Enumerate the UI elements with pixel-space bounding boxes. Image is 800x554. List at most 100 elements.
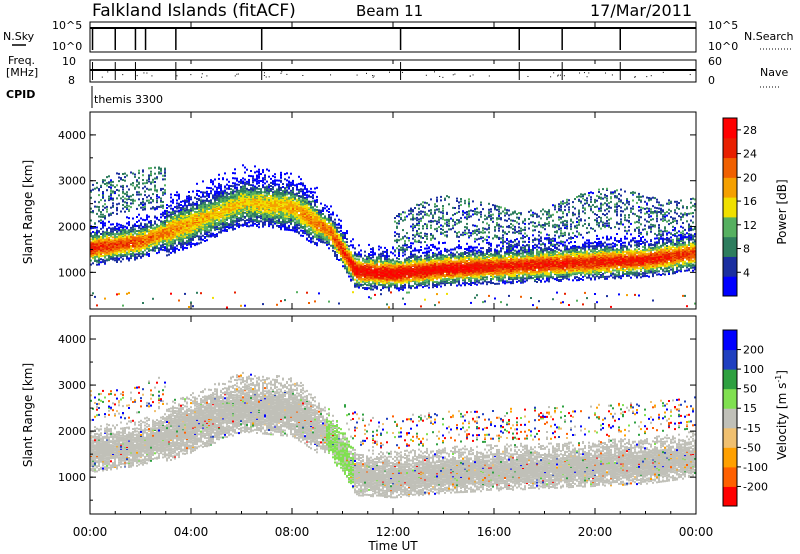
power-cell-913 [142,169,144,171]
power-cell-355 [110,228,112,230]
power-cell-2030 [206,204,208,206]
power-cell-607 [124,206,126,208]
power-cell-3282 [278,200,280,202]
power-cell-608 [124,201,126,203]
power-cell-4507 [358,244,360,246]
power-cell-2222 [218,231,220,233]
power-cell-1075 [152,298,154,300]
power-cell-536 [120,224,122,226]
power-cell-1326 [166,207,168,209]
power-cell-1078 [154,247,156,249]
power-cell-4112 [328,214,330,216]
power-cell-1285 [164,171,166,173]
power-cell-2377 [226,214,228,216]
power-cell-433 [114,186,116,188]
power-cell-401 [112,198,114,200]
power-cell-1246 [162,178,164,180]
power-cell-1978 [204,226,206,228]
power-cell-797 [136,230,138,232]
nave-dot-31 [527,76,528,77]
power-cell-1287 [164,168,166,170]
power-cell-2913 [256,191,258,193]
power-cell-3787 [308,240,310,242]
power-cell-847 [140,253,142,255]
power-cell-2706 [244,167,246,169]
power-cell-427 [114,233,116,235]
power-cell-1393 [170,197,172,199]
power-cell-3198 [274,221,276,223]
power-cell-837 [138,194,140,196]
power-cell-3340 [282,223,284,225]
power-cell-3805 [308,216,310,218]
power-cell-1725 [188,191,190,193]
power-cell-1791 [192,206,194,208]
power-cell-4602 [368,282,370,284]
power-cell-737 [132,225,134,227]
power-cell-259 [104,215,106,217]
power-cell-1763 [192,243,194,245]
power-cell-4758 [380,284,382,286]
power-cell-4116 [330,245,332,247]
power-cell-1979 [204,224,206,226]
power-cell-874 [140,202,142,204]
power-cell-2103 [210,199,212,201]
power-cell-2810 [250,170,252,172]
power-cell-3974 [318,222,320,224]
power-cell-3057 [264,182,266,184]
power-cell-290 [106,228,108,230]
power-cell-544 [122,254,124,256]
power-cell-3775 [306,206,308,208]
power-cell-233 [104,262,106,264]
power-cell-4347 [346,244,348,246]
power-cell-2626 [240,198,242,200]
power-cell-3272 [278,211,280,213]
power-cell-463 [116,225,118,227]
power-cell-1436 [174,250,176,252]
power-cell-1683 [186,198,188,200]
power-cell-462 [116,228,118,230]
power-cell-4070 [326,236,328,238]
power-cell-170 [100,247,102,249]
power-cell-3378 [284,221,286,223]
power-cell-1475 [176,233,178,235]
power-cell-3474 [288,184,290,186]
power-cell-3958 [316,187,318,189]
power-cell-3412 [286,227,288,229]
power-cell-471 [116,189,118,191]
power-cell-251 [104,239,106,241]
power-cell-2967 [260,209,262,211]
power-cell-889 [142,239,144,241]
power-cell-4243 [338,219,340,221]
power-cell-2681 [244,216,246,218]
power-cell-1534 [178,198,180,200]
power-cell-2284 [220,194,222,196]
power-cell-2985 [260,190,262,192]
power-cell-676 [128,217,130,219]
power-cell-2714 [246,213,248,215]
power-cell-1089 [154,234,156,236]
power-cell-1071 [152,199,154,201]
power-cell-2579 [238,219,240,221]
power-cell-3931 [316,231,318,233]
power-cell-2251 [218,191,220,193]
power-cell-4134 [330,217,332,219]
power-cell-630 [126,238,128,240]
power-cell-4085 [326,210,328,212]
power-cell-4621 [368,257,370,259]
power-cell-2999 [262,211,264,213]
power-cell-4533 [362,281,364,283]
power-cell-2141 [212,188,214,190]
power-cell-3672 [300,190,302,192]
power-cell-4545 [362,266,364,268]
power-cell-3015 [262,191,264,193]
power-cell-156 [98,208,100,210]
power-cell-4420 [352,261,354,263]
power-cell-3025 [264,224,266,226]
power-cell-2670 [242,185,244,187]
power-cell-1584 [182,238,184,240]
power-cell-2692 [244,199,246,201]
power-cell-900 [142,226,144,228]
nave-dot-42 [102,77,103,78]
power-cell-4082 [326,223,328,225]
nsky-nsearch-panel: N.Sky 10^5 10^0 N.Search 10^5 10^0 [3,19,794,53]
